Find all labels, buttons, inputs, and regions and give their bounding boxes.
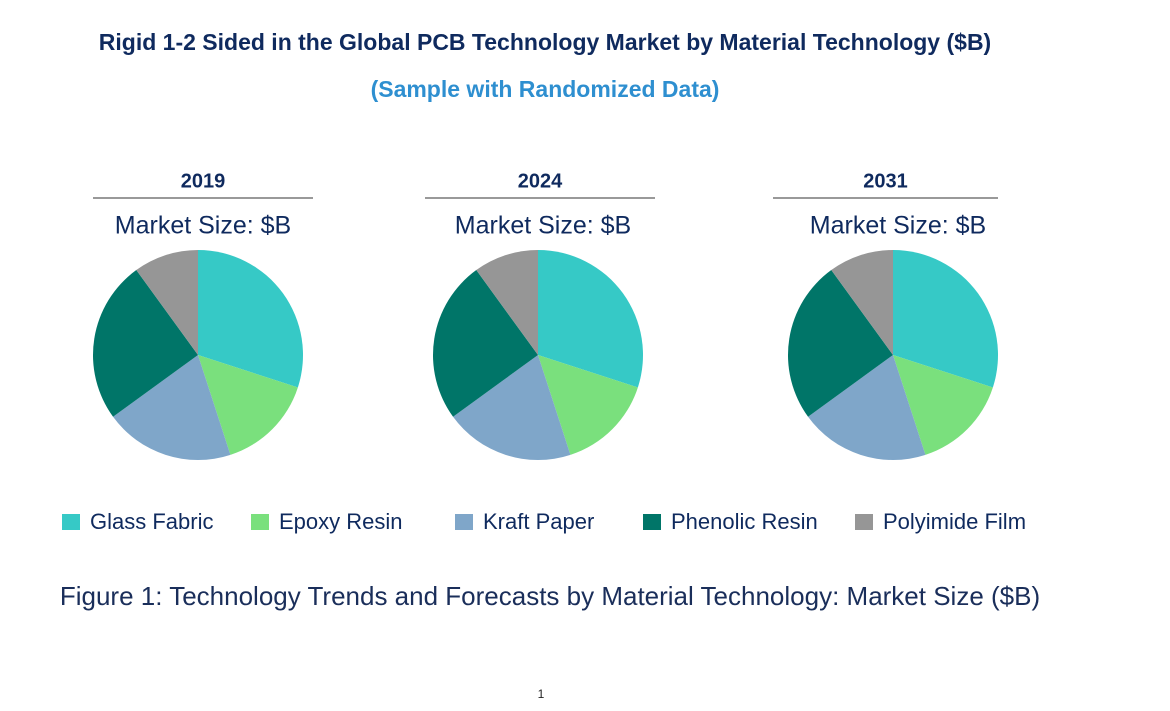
pie-slice bbox=[808, 355, 926, 460]
pie-title: 2024 bbox=[518, 170, 563, 192]
pie-slice bbox=[831, 250, 893, 355]
subtitle: (Sample with Randomized Data) bbox=[371, 76, 720, 102]
pie-subtitle: Market Size: $B bbox=[455, 212, 631, 240]
pie-slice bbox=[198, 250, 303, 388]
legend-swatch bbox=[855, 514, 873, 530]
legend-swatch bbox=[455, 514, 473, 530]
pie-slice bbox=[93, 270, 198, 417]
legend-swatch bbox=[251, 514, 269, 530]
pie-slice bbox=[893, 250, 999, 388]
pie-slice bbox=[476, 250, 538, 355]
caption: Figure 1: Technology Trends and Forecast… bbox=[60, 581, 1040, 611]
legend-label: Polyimide Film bbox=[883, 509, 1026, 534]
page-number: 1 bbox=[538, 687, 545, 701]
pie-title: 2031 bbox=[863, 170, 908, 192]
legend-swatch bbox=[643, 514, 661, 530]
main-title: Rigid 1-2 Sided in the Global PCB Techno… bbox=[99, 29, 991, 55]
pie-slice bbox=[788, 270, 893, 417]
pie-slice bbox=[136, 250, 198, 355]
pie-subtitle: Market Size: $B bbox=[810, 212, 986, 240]
legend-label: Glass Fabric bbox=[90, 509, 213, 534]
pie-slice bbox=[453, 355, 571, 461]
pie-title: 2019 bbox=[181, 170, 226, 192]
legend-label: Phenolic Resin bbox=[671, 509, 818, 534]
pie-slice bbox=[893, 355, 993, 455]
pie-subtitle: Market Size: $B bbox=[115, 212, 291, 240]
legend-label: Epoxy Resin bbox=[279, 509, 403, 534]
pie-slice bbox=[433, 270, 538, 417]
pie-slice bbox=[113, 355, 231, 460]
legend-swatch bbox=[62, 514, 80, 530]
pie-slice bbox=[538, 355, 638, 455]
pie-slice bbox=[538, 250, 644, 388]
pie-slice bbox=[198, 355, 298, 455]
legend-label: Kraft Paper bbox=[483, 509, 594, 534]
